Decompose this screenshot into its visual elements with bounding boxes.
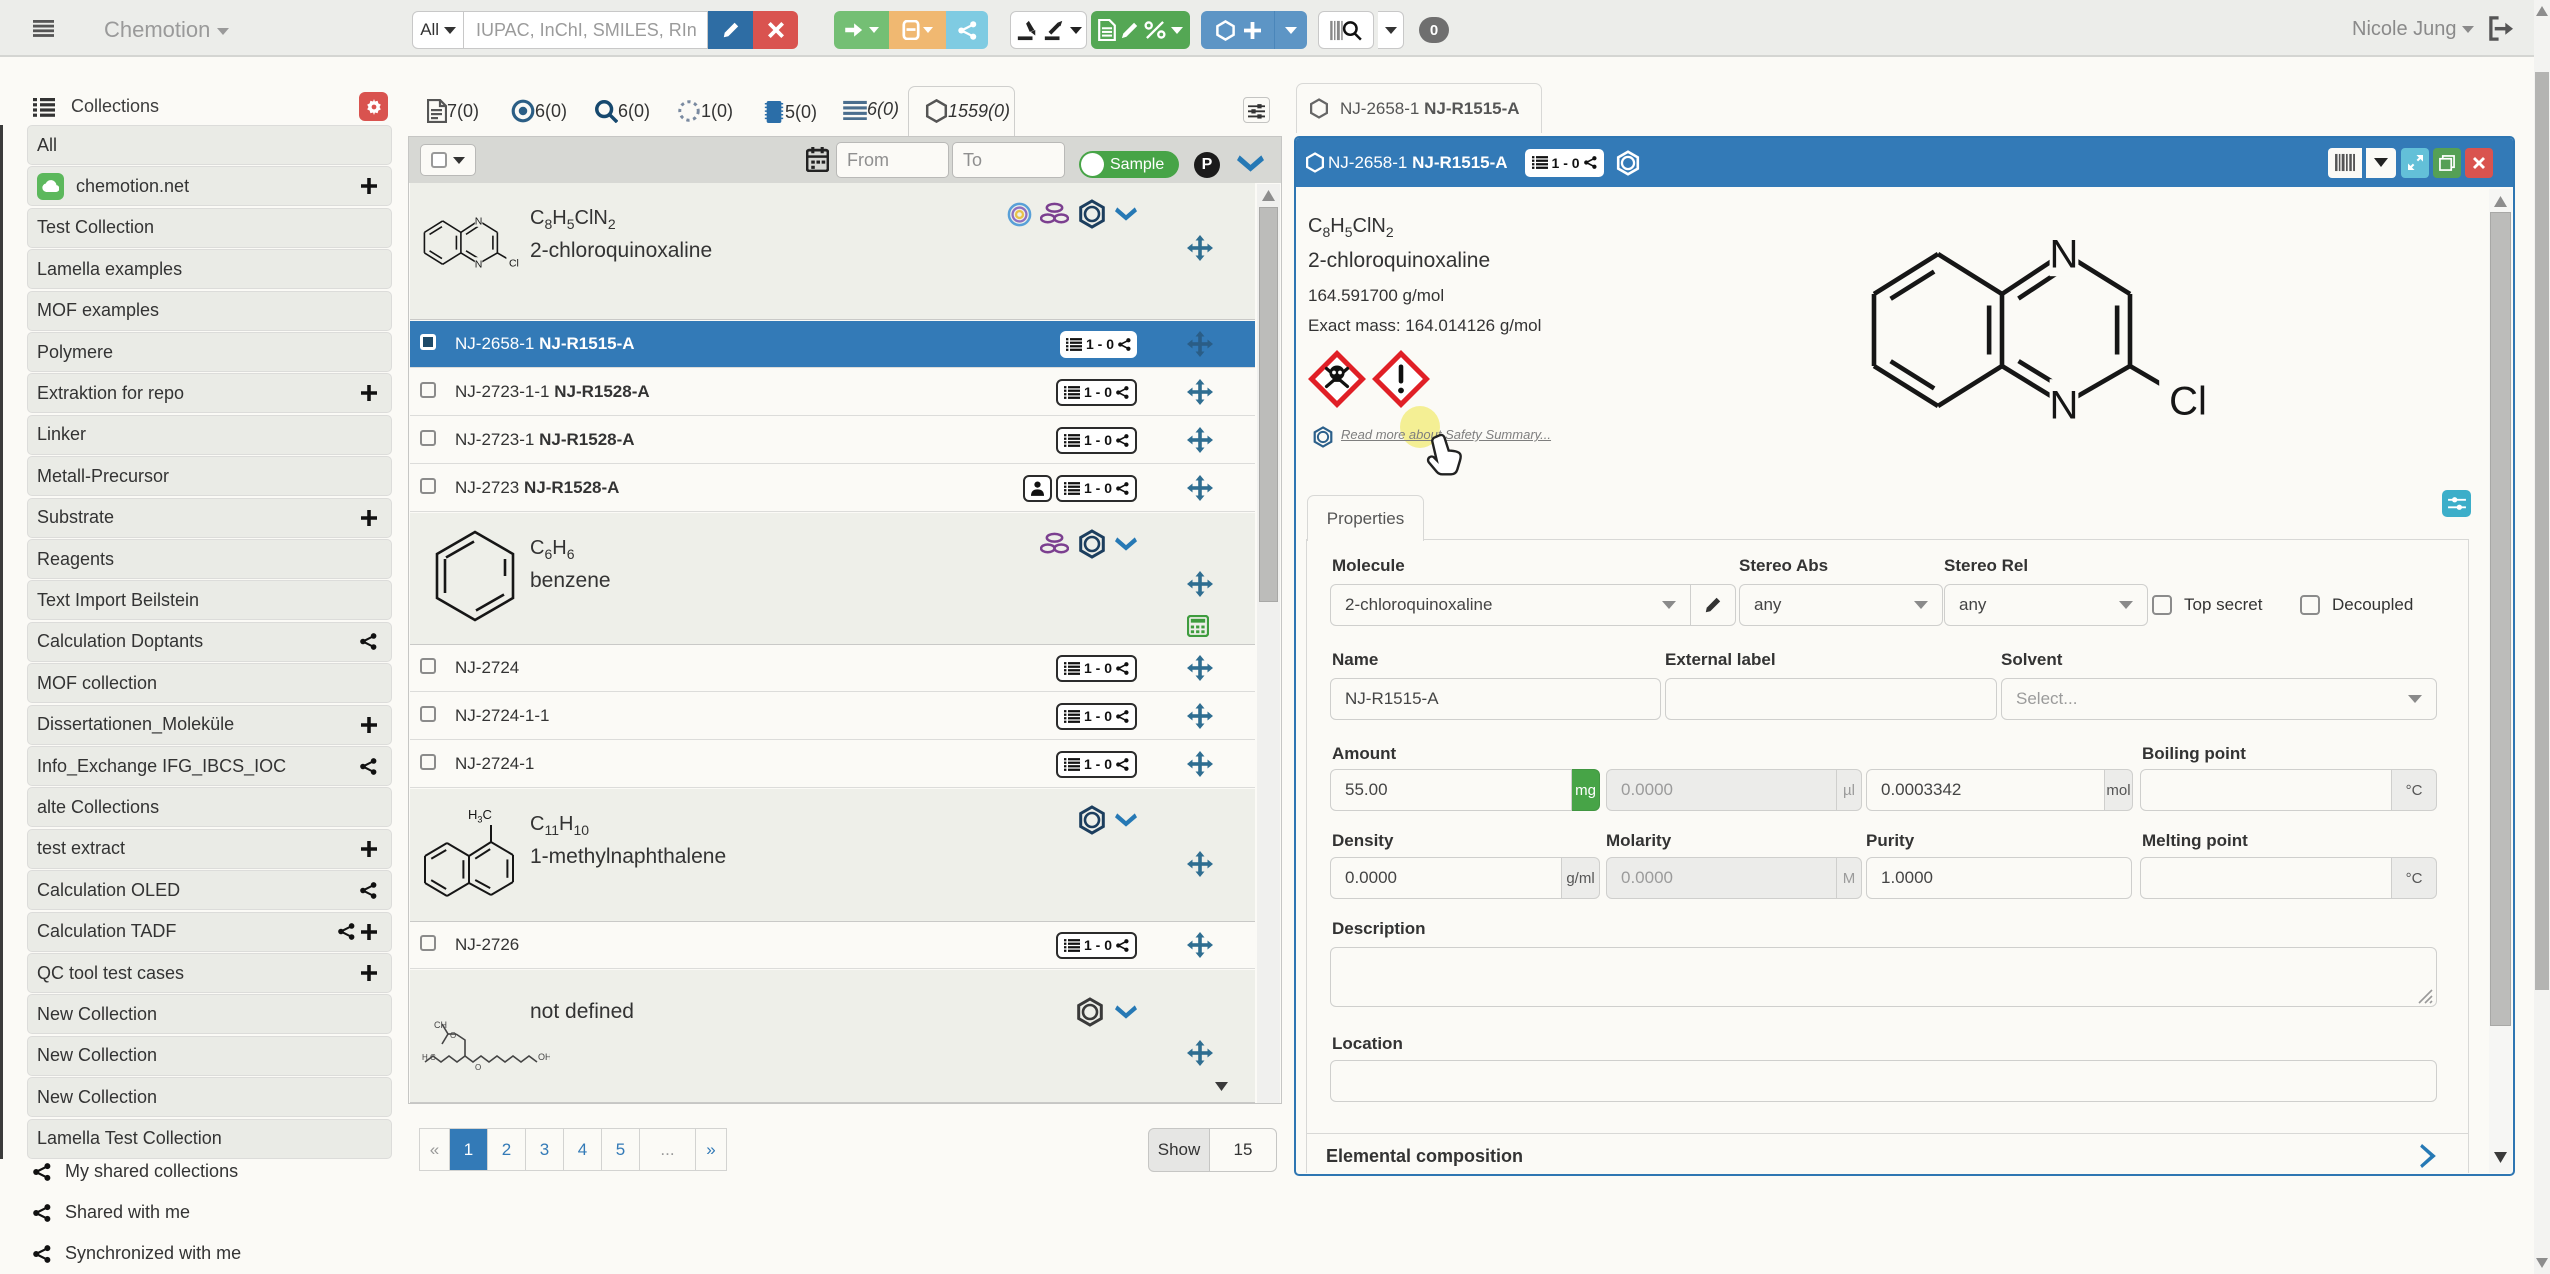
svg-text:Cl: Cl: [2169, 379, 2207, 423]
svg-text:O: O: [450, 1031, 456, 1040]
svg-text:N: N: [475, 215, 483, 227]
svg-text:Cl: Cl: [509, 257, 519, 269]
svg-text:O: O: [475, 1063, 481, 1072]
svg-text:OH: OH: [538, 1052, 550, 1062]
svg-text:H C: H C: [422, 1053, 436, 1062]
svg-text:N: N: [2050, 383, 2079, 427]
svg-text:CH: CH: [434, 1020, 447, 1030]
svg-text:N: N: [475, 259, 483, 271]
svg-text:N: N: [2050, 232, 2079, 276]
